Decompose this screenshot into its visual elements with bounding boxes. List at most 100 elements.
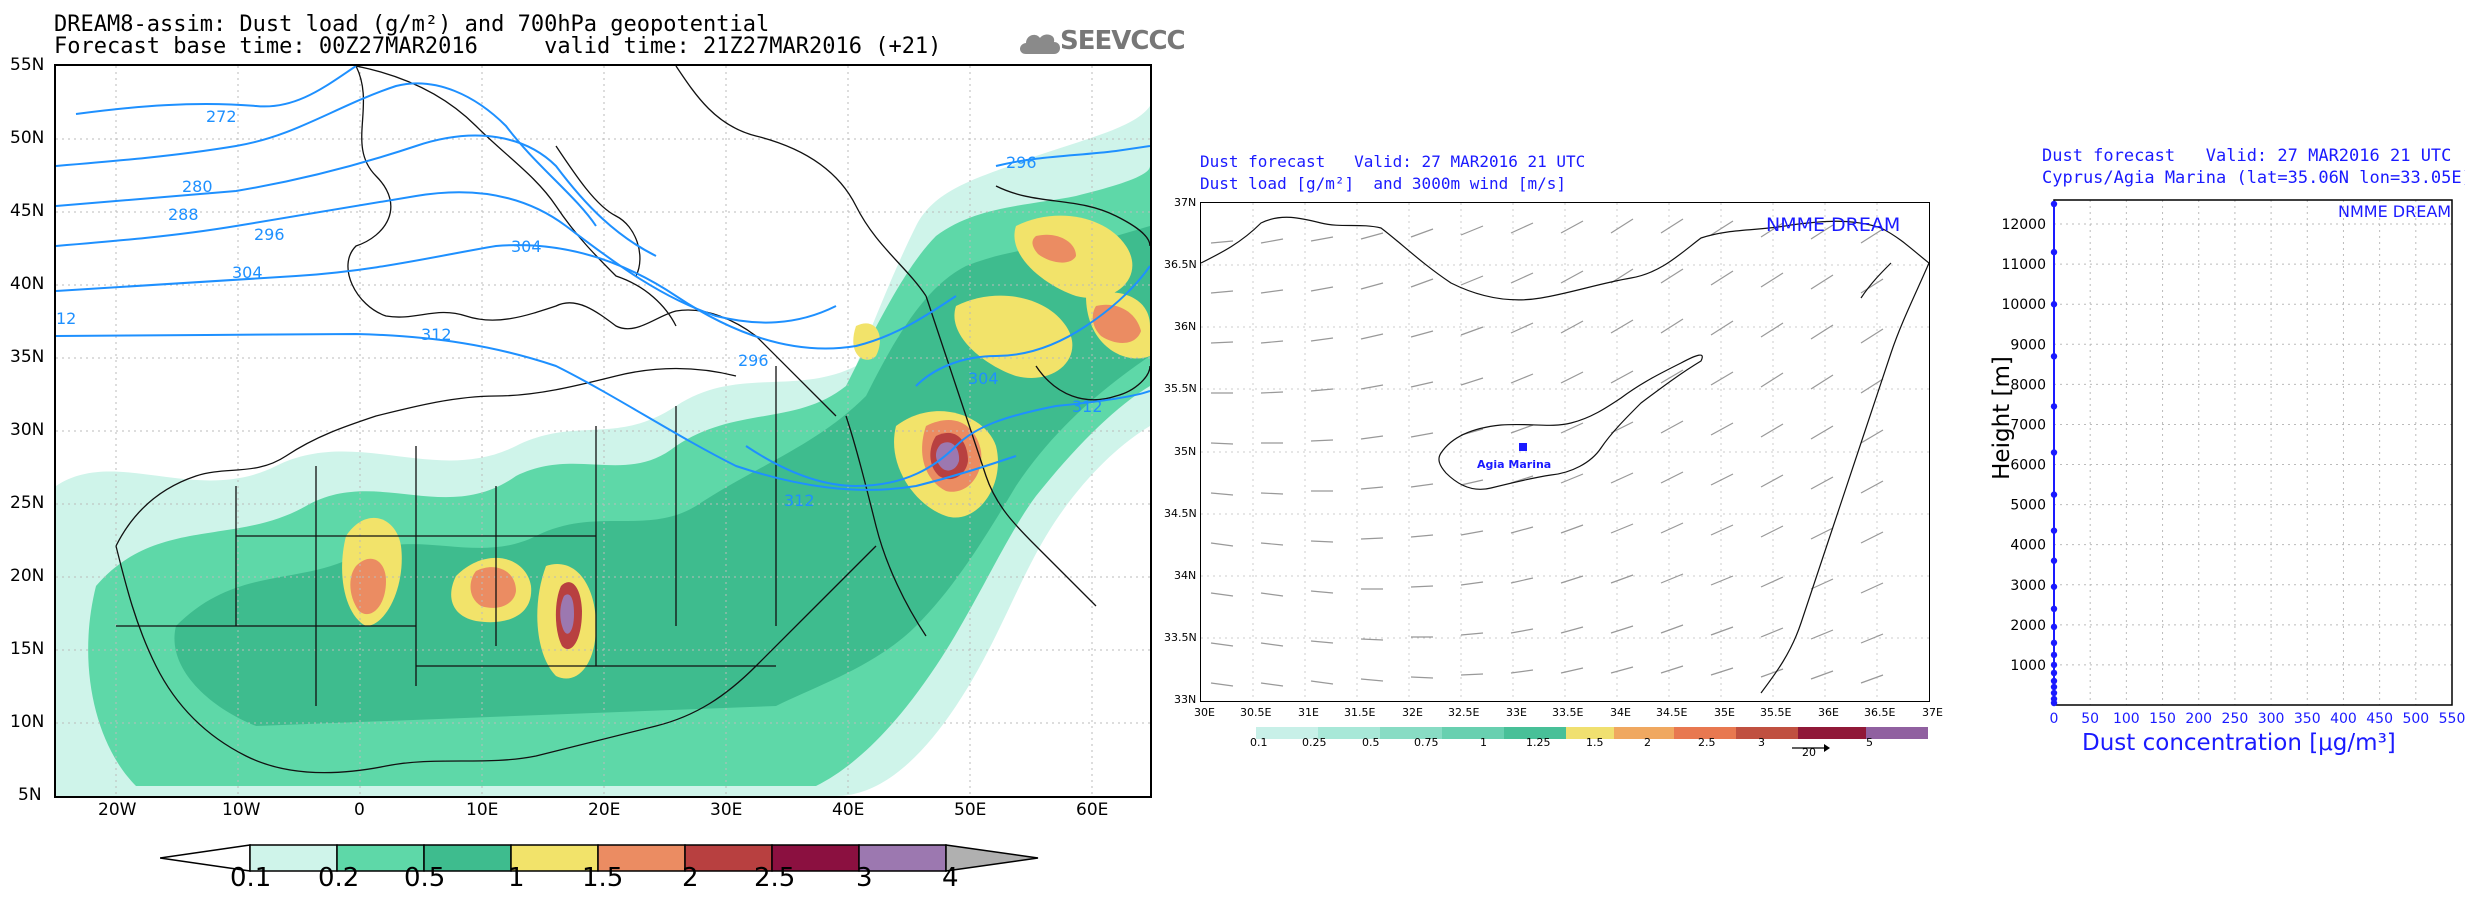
x-tick-label: 250 [2222,711,2249,727]
profile-point [2050,677,2058,685]
profile-point [2050,623,2058,631]
x-tick-label: 200 [2185,711,2212,727]
left-map-subtitle: Forecast base time: 00Z27MAR2016 valid t… [54,34,942,59]
mid-map-panel: Dust forecast Valid: 27 MAR2016 21 UTC D… [1160,0,1960,907]
profile-point [2050,248,2058,256]
profile-series [2050,200,2058,707]
lat-label: 37N [1174,196,1197,209]
lon-label: 32E [1402,706,1423,719]
lon-label: 36E [1818,706,1839,719]
logo-text: SEEVCCC [1060,26,1186,56]
lon-label: 36.5E [1864,706,1896,719]
legend-label: 0.1 [230,863,272,893]
colorbar-label: 2.5 [1698,736,1716,749]
lon-label: 35E [1714,706,1735,719]
y-tick-label: 6000 [2010,458,2046,474]
lon-label: 31.5E [1344,706,1376,719]
profile-point [2050,353,2058,360]
lat-label: 20N [10,566,45,586]
colorbar-label: 1 [1480,736,1487,749]
lon-label: 33E [1506,706,1527,719]
profile-point [2050,301,2058,308]
legend-label: 2 [682,863,699,893]
profile-ticks: 0 50 100 150 200 250 300 350 400 450 500 550 1000 200… [2001,217,2465,727]
profile-point [2050,661,2058,669]
contour-label: 12 [56,309,76,328]
x-tick-label: 450 [2366,711,2393,727]
profile-panel: Dust forecast Valid: 27 MAR2016 21 UTC C… [1960,0,2465,907]
lon-label: 37E [1922,706,1943,719]
lon-label: 60E [1076,800,1109,820]
contour-label: 296 [738,351,769,370]
y-tick-label: 12000 [2001,217,2046,233]
wind-reference-arrow-icon [1792,744,1830,752]
profile-point [2050,605,2058,613]
legend-label: 4 [942,863,959,893]
profile-grid [2053,200,2453,705]
lat-label: 36N [1174,320,1197,333]
colorbar-label: 5 [1866,736,1873,749]
colorbar-label: 1.5 [1586,736,1604,749]
station-label: Agia Marina [1477,458,1551,471]
profile-axes [2053,199,2453,706]
lat-label: 35.5N [1164,382,1197,395]
lon-label: 20W [98,800,137,820]
legend-label: 1 [508,863,525,893]
x-tick-label: 300 [2258,711,2285,727]
contour-label: 312 [421,325,452,344]
profile-brand: NMME DREAM [2338,202,2451,221]
left-colorbar-svg [159,844,1039,872]
mid-map-title: Dust forecast Valid: 27 MAR2016 21 UTC [1200,152,1586,171]
x-tick-label: 500 [2402,711,2429,727]
lon-label: 30E [710,800,743,820]
lon-label: 35.5E [1760,706,1792,719]
lon-label: 33.5E [1552,706,1584,719]
mid-colorbar-svg [1256,727,1928,739]
colorbar-label: 3 [1758,736,1765,749]
y-tick-label: 7000 [2010,417,2046,433]
profile-point [2050,583,2058,590]
y-tick-label: 4000 [2010,538,2046,554]
profile-point [2050,557,2058,564]
profile-point [2050,695,2058,703]
x-tick-label: 350 [2294,711,2321,727]
mid-coastlines [1201,216,1929,694]
colorbar-label: 2 [1644,736,1651,749]
x-tick-label: 100 [2113,711,2140,727]
lat-label: 36.5N [1164,258,1197,271]
lon-label: 31E [1298,706,1319,719]
contour-label: 288 [168,205,199,224]
contour-label: 272 [206,107,237,126]
profile-point [2050,200,2058,208]
lon-label: 50E [954,800,987,820]
colorbar-label: 0.1 [1250,736,1268,749]
mid-brand: NMME DREAM [1766,214,1900,236]
profile-point [2050,403,2058,410]
lat-label: 33.5N [1164,631,1197,644]
profile-point [2050,683,2058,691]
legend-label: 3 [856,863,873,893]
lon-label: 40E [832,800,865,820]
y-tick-label: 11000 [2001,257,2046,273]
contour-label: 312 [784,491,815,510]
contour-label: 296 [254,225,285,244]
lat-label: 55N [10,55,45,75]
lat-label: 25N [10,493,45,513]
lon-label: 34E [1610,706,1631,719]
profile-subtitle: Cyprus/Agia Marina (lat=35.06N lon=33.05… [2042,168,2465,188]
y-tick-label: 1000 [2010,658,2046,674]
profile-point [2050,449,2058,456]
y-tick-label: 3000 [2010,578,2046,594]
lon-label: 0 [354,800,365,820]
legend-label: 1.5 [582,863,624,893]
lat-label: 35N [10,347,45,367]
profile-point [2050,669,2058,677]
mid-map: Agia Marina NMME DREAM [1200,202,1930,702]
mid-colorbar [1256,724,1928,739]
geopotential-contours [56,66,1150,491]
mid-map-canvas: Agia Marina NMME DREAM [1201,203,1929,701]
lat-label: 10N [10,712,45,732]
lon-label: 32.5E [1448,706,1480,719]
profile-point [2050,491,2058,498]
profile-point [2050,689,2058,697]
